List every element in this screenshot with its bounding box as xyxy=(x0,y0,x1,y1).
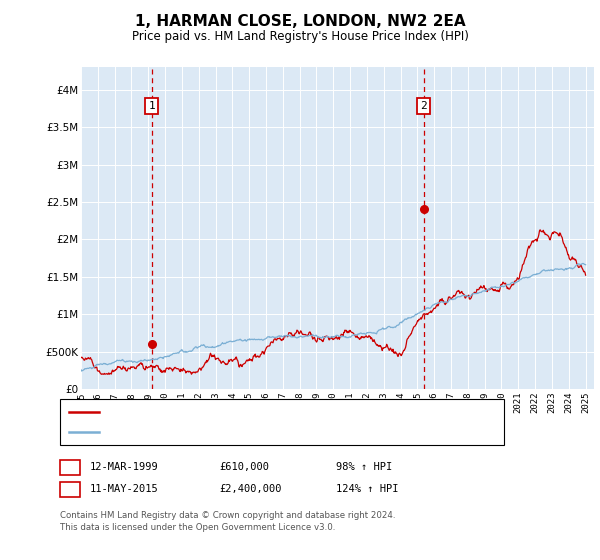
Text: Price paid vs. HM Land Registry's House Price Index (HPI): Price paid vs. HM Land Registry's House … xyxy=(131,30,469,43)
Text: 2: 2 xyxy=(67,484,73,494)
Text: 1: 1 xyxy=(148,101,155,111)
Text: 1, HARMAN CLOSE, LONDON, NW2 2EA: 1, HARMAN CLOSE, LONDON, NW2 2EA xyxy=(134,14,466,29)
Text: 1, HARMAN CLOSE, LONDON, NW2 2EA (detached house): 1, HARMAN CLOSE, LONDON, NW2 2EA (detach… xyxy=(105,407,403,417)
Text: 12-MAR-1999: 12-MAR-1999 xyxy=(90,462,159,472)
Text: HPI: Average price, detached house, Barnet: HPI: Average price, detached house, Barn… xyxy=(105,427,333,437)
Text: 1: 1 xyxy=(67,462,73,472)
Text: £2,400,000: £2,400,000 xyxy=(219,484,281,494)
Text: 2: 2 xyxy=(420,101,427,111)
Text: 124% ↑ HPI: 124% ↑ HPI xyxy=(336,484,398,494)
Text: 98% ↑ HPI: 98% ↑ HPI xyxy=(336,462,392,472)
Text: Contains HM Land Registry data © Crown copyright and database right 2024.
This d: Contains HM Land Registry data © Crown c… xyxy=(60,511,395,532)
Text: 11-MAY-2015: 11-MAY-2015 xyxy=(90,484,159,494)
Text: £610,000: £610,000 xyxy=(219,462,269,472)
